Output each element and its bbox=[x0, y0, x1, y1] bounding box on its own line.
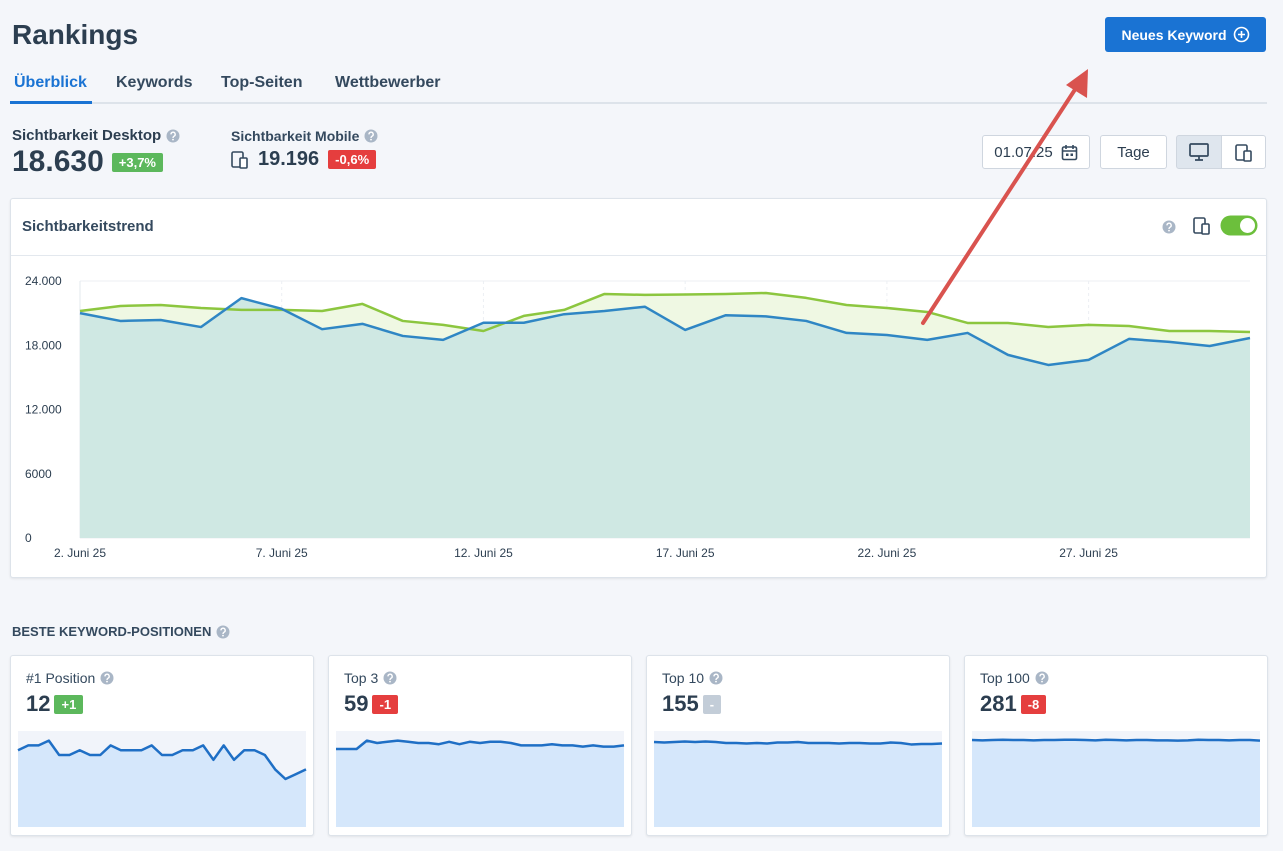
unit-text: Tage bbox=[1117, 143, 1150, 161]
button-label: Neues Keyword bbox=[1121, 26, 1227, 43]
metric-label: Sichtbarkeit Desktop bbox=[12, 127, 162, 144]
metric-label: Sichtbarkeit Mobile bbox=[231, 128, 360, 144]
date-text: 01.07.25 bbox=[994, 143, 1053, 161]
unit-select[interactable]: Tage bbox=[1100, 135, 1167, 169]
help-icon[interactable] bbox=[216, 625, 230, 639]
card-value-row: 281 -8 bbox=[980, 691, 1047, 717]
desktop-icon bbox=[1189, 143, 1209, 161]
desktop-toggle[interactable] bbox=[1176, 135, 1222, 169]
change-badge: +3,7% bbox=[111, 152, 163, 172]
mobile-icon bbox=[1234, 143, 1252, 162]
change-badge: - bbox=[702, 694, 722, 714]
help-icon[interactable] bbox=[709, 671, 723, 685]
help-icon[interactable] bbox=[166, 129, 180, 143]
tab[interactable]: Wettbewerber bbox=[335, 74, 441, 91]
card-label-row: #1 Position bbox=[26, 670, 114, 686]
active-tab-indicator bbox=[10, 101, 92, 104]
card-label-row: Top 3 bbox=[344, 670, 397, 686]
help-icon[interactable] bbox=[1162, 220, 1176, 234]
position-card: Top 3 59 -1 bbox=[328, 655, 632, 836]
position-card: #1 Position 12 +1 bbox=[10, 655, 314, 836]
card-title: Sichtbarkeitstrend bbox=[22, 218, 154, 235]
tab[interactable]: Keywords bbox=[116, 74, 193, 91]
mobile-switch[interactable] bbox=[1220, 215, 1258, 236]
card-value: 12 bbox=[26, 691, 51, 716]
tab[interactable]: Überblick bbox=[14, 74, 87, 91]
position-card: Top 100 281 -8 bbox=[964, 655, 1268, 836]
help-icon[interactable] bbox=[100, 671, 114, 685]
position-card: Top 10 155- bbox=[646, 655, 950, 836]
mobile-icon bbox=[1193, 217, 1210, 235]
card-label-row: Top 10 bbox=[662, 670, 723, 686]
card-label: Top 3 bbox=[344, 670, 379, 686]
card-label-row: Top 100 bbox=[980, 670, 1049, 686]
date-picker[interactable]: 01.07.25 bbox=[982, 135, 1090, 169]
trend-card: Sichtbarkeitstrend bbox=[10, 198, 1267, 578]
card-value: 59 bbox=[344, 691, 369, 716]
help-icon[interactable] bbox=[1035, 671, 1049, 685]
card-label: Top 100 bbox=[980, 670, 1030, 686]
help-icon[interactable] bbox=[383, 671, 397, 685]
tab-divider bbox=[10, 102, 1267, 104]
change-badge: -8 bbox=[1020, 694, 1047, 714]
section-title-row: Beste Keyword-Positionen bbox=[12, 624, 230, 639]
card-divider bbox=[11, 255, 1266, 256]
calendar-icon bbox=[1061, 144, 1077, 160]
card-label: Top 10 bbox=[662, 670, 705, 686]
arrow-head bbox=[1066, 69, 1088, 98]
new-keyword-button[interactable]: Neues Keyword bbox=[1105, 17, 1266, 52]
change-badge: -0,6% bbox=[328, 150, 377, 169]
tab[interactable]: Top-Seiten bbox=[221, 74, 303, 91]
metric-value-row: 18.630 +3,7% bbox=[12, 145, 163, 179]
plus-icon bbox=[1233, 26, 1249, 43]
metric-value-row: 19.196 -0,6% bbox=[231, 148, 377, 171]
help-icon[interactable] bbox=[364, 129, 378, 143]
card-label: #1 Position bbox=[26, 670, 96, 686]
card-value: 281 bbox=[980, 691, 1017, 716]
change-badge: +1 bbox=[54, 694, 84, 714]
metric-value: 18.630 bbox=[12, 145, 104, 178]
mobile-toggle[interactable] bbox=[1221, 135, 1266, 169]
card-value-row: 12 +1 bbox=[26, 691, 84, 717]
page-title: Rankings bbox=[12, 19, 139, 50]
metric-value: 19.196 bbox=[258, 148, 320, 170]
card-value-row: 59 -1 bbox=[344, 691, 399, 717]
change-badge: -1 bbox=[372, 694, 399, 714]
mobile-icon bbox=[231, 151, 248, 169]
card-value: 155 bbox=[662, 691, 699, 716]
metric-label-row: Sichtbarkeit Desktop bbox=[12, 127, 180, 144]
section-title: Beste Keyword-Positionen bbox=[12, 624, 212, 639]
metric-label-row: Sichtbarkeit Mobile bbox=[231, 128, 378, 144]
card-value-row: 155- bbox=[662, 691, 722, 717]
